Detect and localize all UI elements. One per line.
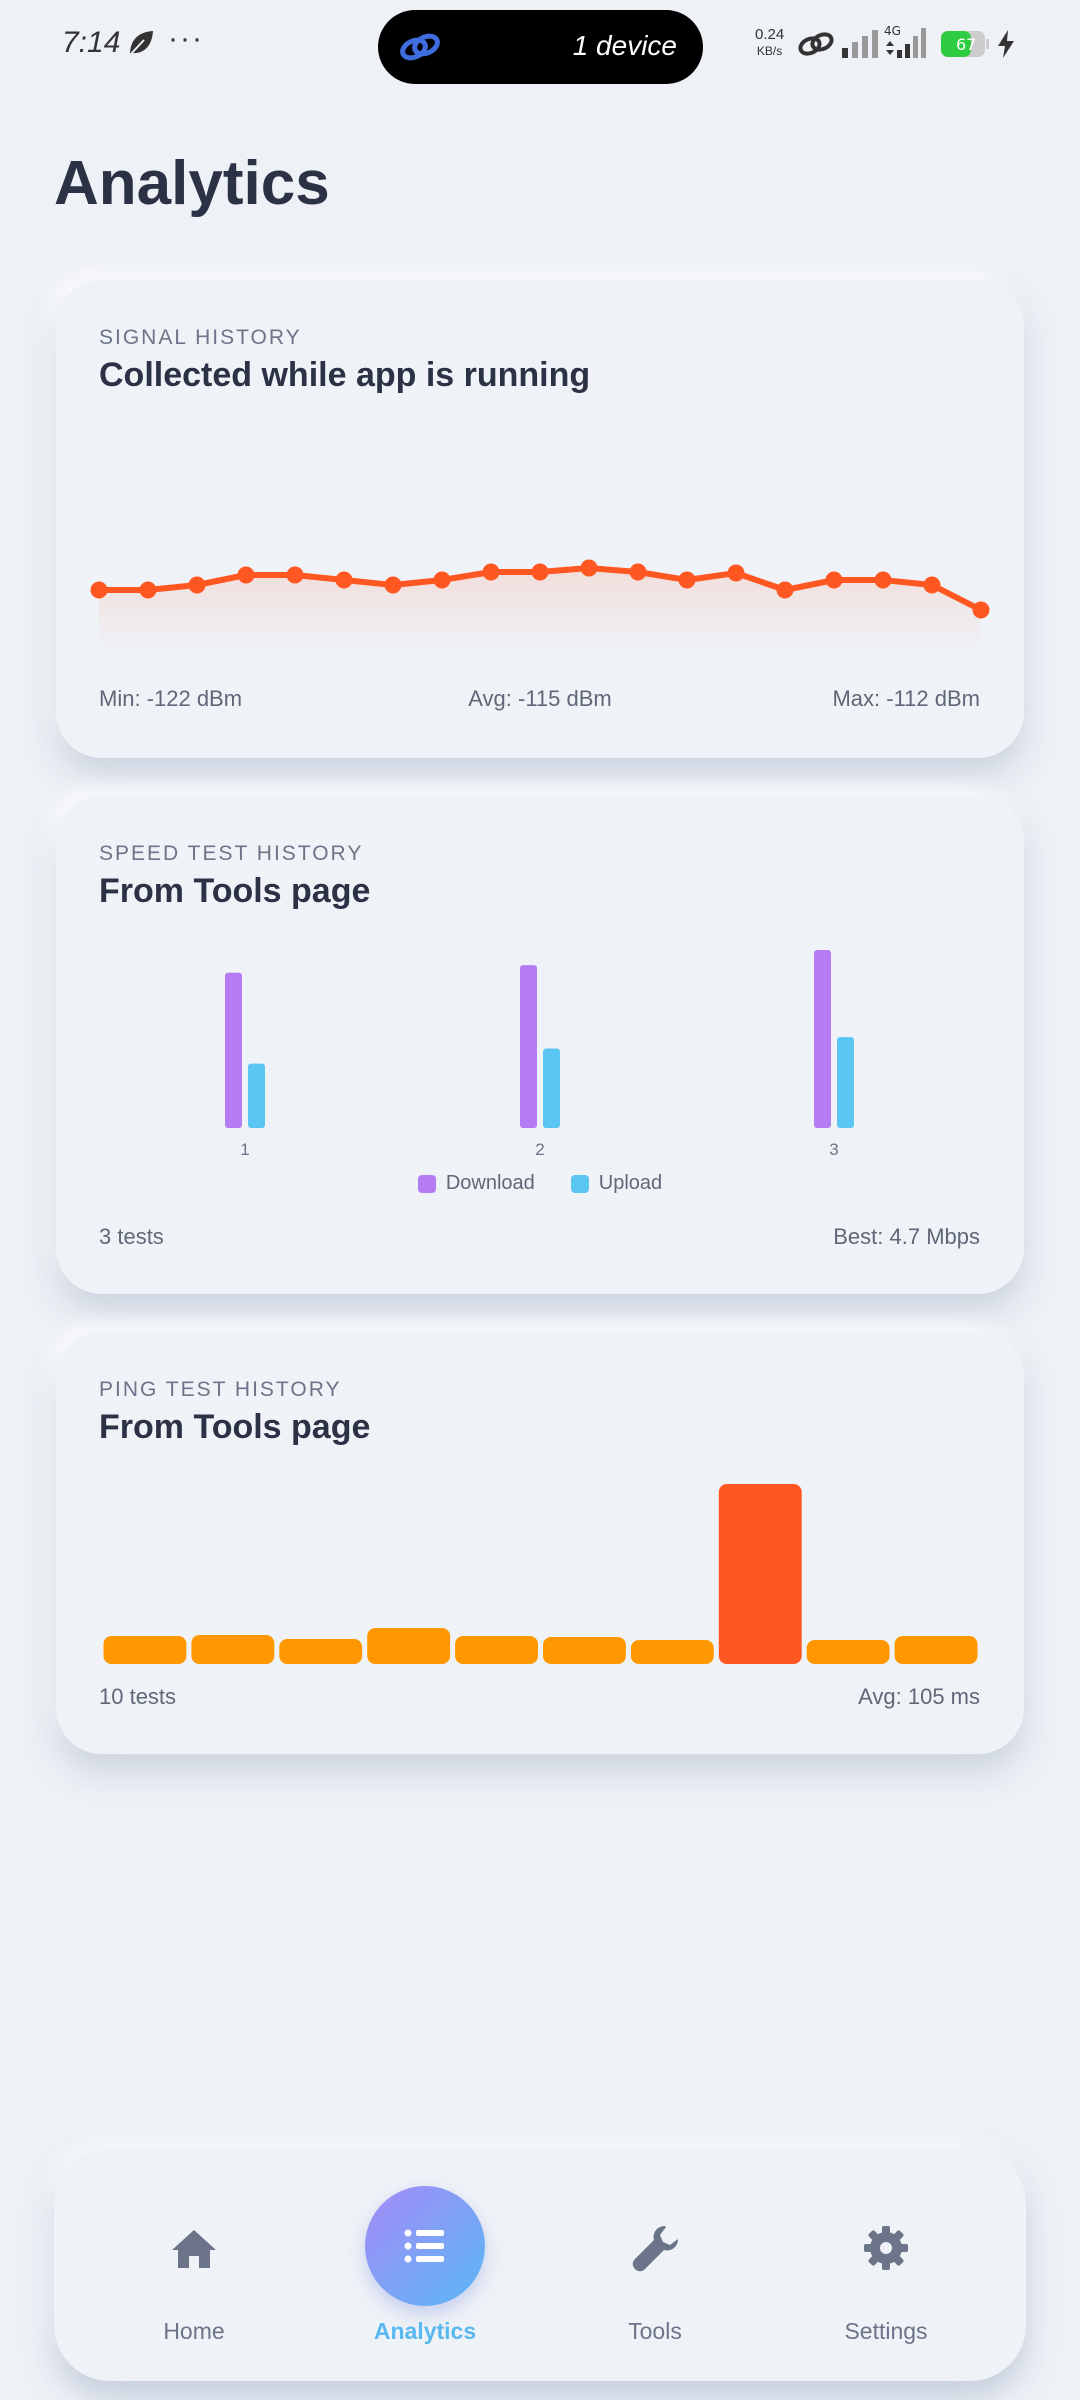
nav-analytics-label: Analytics — [373, 2318, 477, 2344]
home-icon — [172, 2230, 216, 2268]
signal-history-card: SIGNAL HISTORY Collected while app is ru… — [56, 280, 1024, 758]
speed-x-tick: 3 — [829, 1140, 838, 1159]
download-bar — [520, 965, 537, 1128]
signal-point — [776, 581, 794, 599]
card-title: From Tools page — [99, 1408, 371, 1446]
status-time: 7:14 — [62, 26, 121, 59]
signal-point — [433, 571, 451, 589]
signal-point — [286, 566, 304, 584]
network-speed: 0.24 KB/s — [755, 26, 785, 58]
ping-bar — [455, 1636, 538, 1664]
ping-avg: Avg: 105 ms — [858, 1684, 980, 1709]
upload-bar — [837, 1037, 854, 1128]
signal-max: Max: -112 dBm — [832, 686, 980, 711]
nav-tools-label: Tools — [628, 2318, 682, 2344]
bottom-navigation: Home Analytics Tools Setti — [54, 2148, 1026, 2381]
signal-point — [188, 576, 206, 594]
wrench-icon — [632, 2226, 678, 2272]
signal-point — [335, 571, 353, 589]
speed-x-tick: 2 — [535, 1140, 544, 1159]
signal-point — [139, 581, 157, 599]
legend-upload: Upload — [570, 1172, 662, 1195]
ping-bar — [279, 1639, 363, 1664]
nav-home-label: Home — [163, 2318, 225, 2344]
ping-bar — [103, 1636, 187, 1664]
signal-point — [90, 581, 108, 599]
ping-bar-high — [718, 1484, 802, 1664]
speed-legend: Download Upload — [0, 1172, 1080, 1195]
ping-bar — [543, 1637, 626, 1664]
more-icon: ··· — [168, 22, 204, 55]
signal-point — [482, 563, 500, 581]
card-title: Collected while app is running — [99, 356, 591, 394]
ping-bar — [191, 1635, 275, 1664]
leaf-icon — [129, 31, 153, 56]
signal-min: Min: -122 dBm — [99, 686, 243, 711]
nav-home[interactable]: Home — [94, 2148, 294, 2381]
charging-icon — [998, 30, 1014, 58]
upload-swatch — [570, 1174, 589, 1193]
page-title: Analytics — [54, 149, 330, 218]
ping-bar — [630, 1640, 714, 1664]
ping-bar — [367, 1628, 451, 1664]
chain-link-icon — [798, 32, 834, 56]
signal-avg: Avg: -115 dBm — [468, 686, 612, 711]
legend-download: Download — [417, 1172, 535, 1195]
ping-test-history-card: PING TEST HISTORY From Tools page 10 tes… — [56, 1332, 1024, 1754]
download-bar — [814, 950, 831, 1128]
signal-point — [384, 576, 402, 594]
gear-icon — [864, 2226, 908, 2270]
speed-test-count: 3 tests — [99, 1224, 164, 1249]
download-bar — [225, 972, 242, 1128]
signal-point — [727, 564, 745, 582]
speed-bar-chart: 1 2 3 — [225, 950, 854, 1159]
connection-pill[interactable]: 1 device — [378, 10, 703, 84]
nav-settings-label: Settings — [844, 2318, 928, 2344]
signal-strength-icon — [842, 30, 878, 58]
upload-bar — [543, 1048, 560, 1128]
nav-settings[interactable]: Settings — [786, 2148, 986, 2381]
upload-bar — [248, 1063, 265, 1128]
download-swatch — [417, 1174, 436, 1193]
ping-test-count: 10 tests — [99, 1684, 177, 1709]
svg-text:67: 67 — [956, 35, 976, 54]
signal-area — [99, 568, 981, 650]
nav-analytics[interactable]: Analytics — [325, 2148, 525, 2381]
ping-bar — [806, 1640, 890, 1664]
link-icon — [400, 33, 440, 61]
ping-bar — [894, 1636, 978, 1664]
mobile-data-icon: 4G — [884, 24, 926, 58]
analytics-active-bubble — [365, 2186, 485, 2306]
card-eyebrow: PING TEST HISTORY — [99, 1378, 342, 1401]
svg-text:4G: 4G — [884, 24, 901, 38]
card-eyebrow: SIGNAL HISTORY — [99, 326, 302, 349]
signal-point — [972, 601, 990, 619]
speed-best: Best: 4.7 Mbps — [833, 1224, 980, 1249]
card-title: From Tools page — [99, 872, 371, 910]
signal-line-chart — [90, 559, 990, 650]
list-icon — [404, 2229, 444, 2263]
pill-label: 1 device — [572, 30, 677, 61]
battery-icon: 67 — [941, 31, 989, 57]
signal-point — [678, 571, 696, 589]
nav-tools[interactable]: Tools — [555, 2148, 755, 2381]
speed-x-tick: 1 — [240, 1140, 249, 1159]
signal-point — [629, 563, 647, 581]
signal-point — [531, 563, 549, 581]
signal-point — [923, 576, 941, 594]
signal-point — [580, 559, 598, 577]
signal-point — [874, 571, 892, 589]
status-bar: 7:14 ··· 1 device 0.24 KB/s 4G 6 — [0, 0, 1080, 92]
speed-test-history-card: SPEED TEST HISTORY From Tools page 3 tes… — [56, 796, 1024, 1294]
ping-bar-chart — [103, 1484, 978, 1664]
card-eyebrow: SPEED TEST HISTORY — [99, 842, 364, 865]
signal-point — [237, 566, 255, 584]
signal-point — [825, 571, 843, 589]
